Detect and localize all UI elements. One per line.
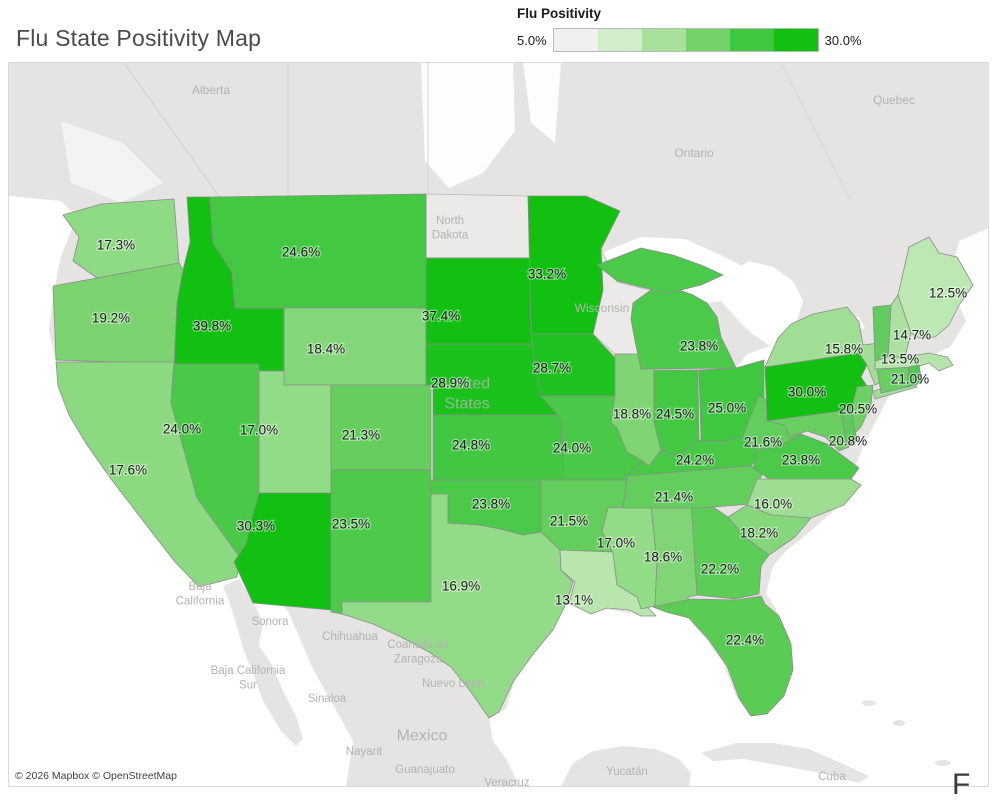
state-value-label-la: 13.1% — [555, 593, 593, 608]
basemap-label: North Dakota — [432, 215, 469, 241]
baja-peninsula — [223, 579, 303, 746]
state-value-label-wa: 17.3% — [97, 238, 135, 253]
state-value-label-fl: 22.4% — [726, 633, 764, 648]
state-sd[interactable] — [425, 257, 540, 345]
map-canvas[interactable]: Alberta Ontario Quebec North Dakota Wisconsin… — [8, 62, 989, 787]
map-attribution[interactable]: © 2026 Mapbox © OpenStreetMap — [9, 768, 184, 786]
state-value-label-nm: 23.5% — [332, 517, 370, 532]
state-value-label-ca: 17.6% — [109, 463, 147, 478]
basemap-label: Coahuila de Zaragoza — [387, 639, 448, 665]
state-value-label-tx: 16.9% — [442, 579, 480, 594]
legend-swatch-4 — [685, 29, 730, 51]
state-value-label-ky: 24.2% — [676, 453, 714, 468]
state-value-label-ma: 13.5% — [881, 352, 919, 367]
state-ri[interactable] — [906, 364, 923, 388]
legend-swatch-5 — [729, 29, 774, 51]
state-value-label-ar: 21.5% — [550, 514, 588, 529]
state-value-label-co: 21.3% — [342, 428, 380, 443]
stray-text: F — [952, 768, 971, 801]
basemap-label: Cuba — [818, 771, 846, 783]
state-value-label-nh: 14.7% — [893, 328, 931, 343]
basemap-label: Sinaloa — [308, 693, 347, 705]
state-value-label-nv: 24.0% — [163, 422, 201, 437]
basemap-label: United States — [444, 376, 490, 413]
yucatan-land — [561, 746, 691, 786]
basemap-label: Mexico — [397, 728, 448, 745]
basemap-label: Baja California Sur — [211, 665, 286, 691]
state-mt[interactable] — [209, 193, 427, 309]
state-value-label-me: 12.5% — [929, 286, 967, 301]
state-value-label-nj: 20.5% — [839, 402, 877, 417]
state-value-label-wy: 18.4% — [307, 342, 345, 357]
basemap-label: Alberta — [192, 83, 230, 97]
basemap-label: Wisconsin — [575, 301, 630, 315]
basemap-label: Chihuahua — [322, 631, 378, 643]
state-value-label-ne: 28.9% — [431, 376, 469, 391]
legend-swatch-6 — [773, 29, 818, 51]
us-choropleth-map[interactable]: Alberta Ontario Quebec North Dakota Wisconsin… — [9, 63, 988, 786]
state-value-label-mn: 33.2% — [528, 267, 566, 282]
basemap-label: Nuevo León — [422, 678, 484, 690]
state-mi[interactable] — [596, 247, 724, 294]
state-value-labels-layer: 17.3% 19.2% 17.6% 39.8% 24.0% 24.6% 18.4% 17.0%… — [91, 236, 969, 649]
state-fl[interactable] — [652, 595, 794, 717]
basemap-labels-layer: Alberta Ontario Quebec North Dakota Wisconsin… — [176, 83, 915, 786]
legend-swatch-1 — [553, 29, 598, 51]
basemap-label: Veracruz — [484, 777, 530, 786]
state-value-label-al: 18.6% — [644, 550, 682, 565]
state-me[interactable] — [897, 236, 974, 339]
color-legend: Flu Positivity 5.0% 30.0% — [517, 6, 862, 52]
basemap-label: Baja California — [176, 581, 225, 607]
state-value-label-mt: 24.6% — [282, 245, 320, 260]
state-value-label-az: 30.3% — [237, 519, 275, 534]
page-title: Flu State Positivity Map — [16, 25, 262, 51]
basemap-label: Quebec — [873, 93, 915, 107]
state-value-label-ks: 24.8% — [452, 438, 490, 453]
state-value-label-ut: 17.0% — [240, 423, 278, 438]
state-value-label-sc: 18.2% — [740, 526, 778, 541]
state-value-label-il: 18.8% — [613, 407, 651, 422]
state-value-label-mi: 23.8% — [680, 339, 718, 354]
state-value-label-ga: 22.2% — [701, 562, 739, 577]
state-value-label-ny: 15.8% — [825, 342, 863, 357]
state-value-label-or: 19.2% — [92, 311, 130, 326]
basemap-label: Guanajuato — [395, 764, 454, 776]
state-value-label-pa: 30.0% — [788, 385, 826, 400]
state-value-label-ms: 17.0% — [597, 536, 635, 551]
state-ga[interactable] — [690, 499, 770, 600]
states-layer — [52, 193, 974, 719]
state-value-label-ia: 28.7% — [533, 361, 571, 376]
state-value-label-in: 24.5% — [656, 407, 694, 422]
legend-max-label: 30.0% — [824, 32, 862, 48]
legend-swatch-3 — [641, 29, 686, 51]
state-value-label-ok: 23.8% — [472, 497, 510, 512]
state-value-label-wv: 21.6% — [744, 435, 782, 450]
state-va[interactable] — [752, 433, 860, 485]
legend-title: Flu Positivity — [517, 6, 602, 21]
state-sc[interactable] — [727, 504, 812, 556]
basemap-label: Sonora — [251, 616, 289, 628]
state-wy[interactable] — [283, 307, 427, 386]
legend-swatch-2 — [597, 29, 642, 51]
basemap-label: Ontario — [674, 146, 714, 160]
legend-color-ramp[interactable] — [552, 28, 819, 52]
state-value-label-md: 20.8% — [829, 434, 867, 449]
state-value-label-tn: 21.4% — [655, 490, 693, 505]
state-value-label-oh: 25.0% — [708, 401, 746, 416]
legend-min-label: 5.0% — [517, 32, 547, 48]
state-value-label-mo: 24.0% — [553, 441, 591, 456]
state-vt[interactable] — [872, 304, 892, 362]
state-value-label-ct: 21.0% — [891, 372, 929, 387]
state-value-label-nc: 16.0% — [754, 497, 792, 512]
state-value-label-va: 23.8% — [782, 453, 820, 468]
state-nm[interactable] — [330, 469, 432, 615]
state-de[interactable] — [840, 408, 858, 446]
basemap-label: Yucatán — [606, 766, 648, 778]
state-value-label-id: 39.8% — [193, 319, 231, 334]
state-value-label-sd: 37.4% — [422, 309, 460, 324]
cuba-land — [701, 743, 869, 783]
basemap-label: Nayarit — [346, 746, 383, 758]
